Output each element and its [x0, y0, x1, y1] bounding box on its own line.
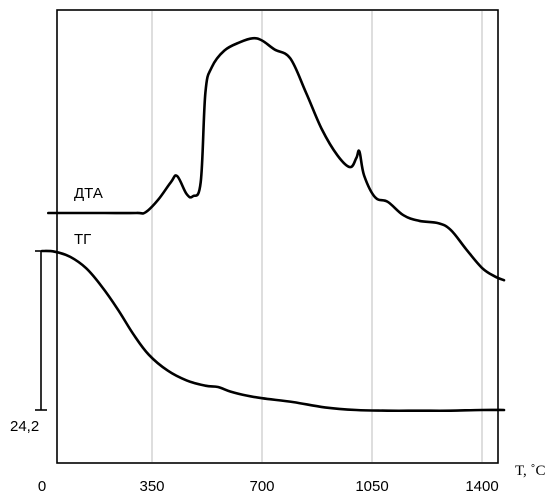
x-tick-label-0: 0 [38, 478, 46, 495]
series-layer [40, 36, 506, 413]
series-label-dta: ДТА [74, 185, 103, 202]
plot-frame [56, 9, 499, 464]
x-axis-unit-label: T, ˚C [515, 463, 546, 479]
series-label-tg: ТГ [74, 231, 91, 248]
x-tick-label-1400: 1400 [465, 478, 498, 495]
x-tick-label-350: 350 [139, 478, 164, 495]
grid-lines [151, 11, 483, 462]
x-tick-label-700: 700 [249, 478, 274, 495]
tg-scale-bar: 24,2 [10, 250, 47, 435]
x-tick-labels: 0 350 700 1050 1400 [38, 478, 499, 495]
series-line-tg [40, 249, 506, 413]
series-line-dta [47, 36, 506, 282]
tg-scale-label: 24,2 [10, 418, 39, 435]
x-tick-label-1050: 1050 [355, 478, 388, 495]
